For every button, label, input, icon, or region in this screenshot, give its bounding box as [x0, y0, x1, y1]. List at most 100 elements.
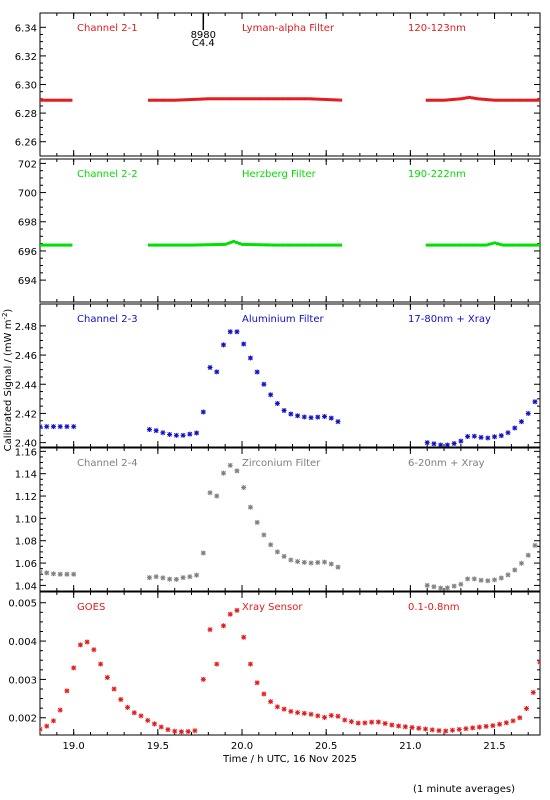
y-tick-label: 700 [18, 189, 37, 200]
data-point [436, 98, 440, 102]
data-point [322, 714, 328, 720]
data-point [125, 704, 131, 710]
data-point [178, 729, 184, 735]
data-point [490, 98, 494, 102]
data-point [294, 243, 298, 247]
data-point [187, 574, 193, 580]
data-point [481, 243, 485, 247]
data-point [209, 97, 213, 101]
data-point [235, 240, 239, 244]
data-point [382, 720, 388, 726]
x-axis-label: Time / h UTC, 16 Nov 2025 [222, 754, 357, 765]
panel-3: 2.40 2.42 2.44 2.46 2.48 Channel 2-3 Aluminium… [15, 303, 541, 450]
data-point [476, 724, 482, 730]
data-point [328, 561, 334, 567]
data-point [60, 98, 64, 102]
data-point [178, 98, 182, 102]
data-point [505, 430, 511, 436]
data-point [451, 583, 457, 589]
data-point [201, 243, 205, 247]
data-point [44, 570, 50, 576]
data-point [325, 98, 329, 102]
data-point [456, 243, 460, 247]
data-point [131, 710, 137, 716]
data-point [57, 424, 63, 430]
data-point [160, 575, 166, 581]
data-point [200, 676, 206, 682]
data-point [147, 243, 151, 247]
data-point [308, 711, 314, 717]
data-point [473, 96, 477, 100]
data-point [521, 243, 525, 247]
data-point [46, 243, 50, 247]
data-point [50, 424, 56, 430]
panel-channel-label: Channel 2-3 [77, 314, 138, 325]
data-point [529, 243, 533, 247]
data-point [69, 98, 73, 102]
panel-frame [39, 447, 541, 592]
data-point [532, 399, 538, 405]
data-point [71, 424, 77, 430]
data-point [167, 98, 171, 102]
panel-2: 694 696 698 700 702 Channel 2-2 Herzberg Filte… [18, 158, 541, 303]
panel-filter-label: Aluminium Filter [242, 314, 325, 325]
data-point [288, 243, 292, 247]
data-point [281, 706, 287, 712]
data-point [207, 627, 213, 633]
data-point [181, 98, 185, 102]
data-point [328, 712, 334, 718]
data-point [315, 713, 321, 719]
data-point [206, 97, 210, 101]
data-point [50, 571, 56, 577]
data-point [471, 433, 477, 439]
y-tick-label: 702 [18, 159, 37, 170]
data-point [322, 559, 328, 565]
data-point [451, 243, 455, 247]
data-point [301, 559, 307, 565]
data-point [281, 408, 287, 414]
data-point [295, 413, 301, 419]
data-point [164, 98, 168, 102]
data-point [467, 95, 471, 99]
data-point [470, 725, 476, 731]
data-point [194, 430, 200, 436]
data-point [274, 704, 280, 710]
data-point [66, 243, 70, 247]
data-point [453, 243, 457, 247]
data-point [305, 97, 309, 101]
data-point [55, 98, 59, 102]
data-point [280, 243, 284, 247]
data-point [77, 642, 83, 648]
panel-data [40, 607, 540, 735]
data-point [330, 243, 334, 247]
data-point [218, 97, 222, 101]
data-point [336, 243, 340, 247]
data-point [49, 98, 53, 102]
data-point [190, 243, 194, 247]
data-point [254, 369, 260, 375]
data-point [444, 442, 450, 447]
y-tick-label: 0.002 [8, 714, 37, 725]
y-tick-label: 1.06 [15, 559, 37, 570]
data-point [434, 243, 438, 247]
data-point [240, 97, 244, 101]
data-point [443, 728, 449, 734]
data-point [195, 97, 199, 101]
data-point [214, 661, 220, 667]
data-point [71, 571, 77, 577]
data-point [525, 410, 531, 416]
y-axis-label-close: ) [3, 309, 14, 313]
data-point [156, 243, 160, 247]
panel-channel-label: Channel 2-2 [77, 169, 138, 180]
data-point [271, 97, 275, 101]
data-point [308, 560, 314, 566]
data-point [453, 97, 457, 101]
data-point [194, 572, 200, 578]
data-point [200, 409, 206, 415]
data-point [280, 97, 284, 101]
panel-filter-label: Xray Sensor [242, 602, 303, 613]
panels: 6.26 6.28 6.30 6.32 6.34 Channel 2-1 Lyman-alp… [8, 12, 541, 736]
data-point [524, 706, 530, 712]
data-point [274, 549, 280, 555]
data-point [69, 243, 73, 247]
